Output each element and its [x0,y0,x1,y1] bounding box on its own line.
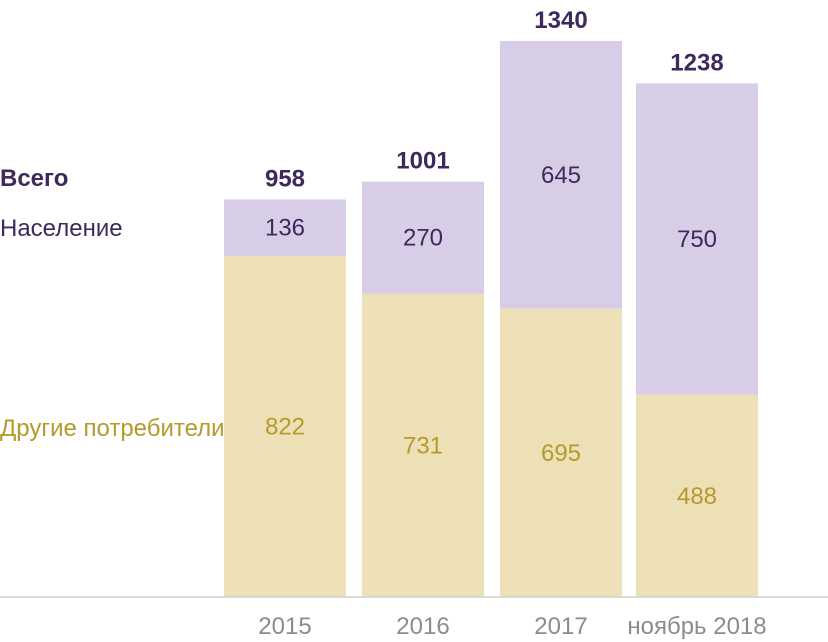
data-label-population-0: 136 [265,215,305,242]
x-tick-label-2: 2017 [534,613,587,640]
bar-segment-other-3 [636,394,758,597]
bar-segment-other-0 [224,255,346,598]
legend-other-consumers-label: Другие потребители [0,415,225,442]
total-label-2: 1340 [534,7,587,34]
total-label-1: 1001 [396,148,449,175]
data-label-other-1: 731 [403,432,443,459]
bars-group [224,41,758,598]
total-label-0: 958 [265,166,305,193]
bar-segment-other-1 [362,293,484,597]
data-label-population-2: 645 [541,162,581,189]
data-label-other-3: 488 [677,483,717,510]
bar-segment-population-1 [362,181,484,294]
x-ticks-group: 2015 2016 2017 ноябрь 2018 [258,613,766,640]
total-label-3: 1238 [670,49,723,76]
legend-population-label: Население [0,215,123,242]
x-tick-label-3: ноябрь 2018 [627,613,766,640]
bar-segment-other-2 [500,308,622,597]
legend-total-label: Всего [0,165,69,192]
bar-segment-population-0 [224,199,346,256]
data-label-other-2: 695 [541,440,581,467]
bar-segment-population-2 [500,41,622,309]
x-tick-label-0: 2015 [258,613,311,640]
bar-segment-population-3 [636,83,758,395]
x-tick-label-1: 2016 [396,613,449,640]
data-label-population-3: 750 [677,226,717,253]
labels-group: 822 136 958 731 270 1001 695 645 1340 488 750 1238 [265,7,724,510]
data-label-other-0: 822 [265,413,305,440]
data-label-population-1: 270 [403,225,443,252]
